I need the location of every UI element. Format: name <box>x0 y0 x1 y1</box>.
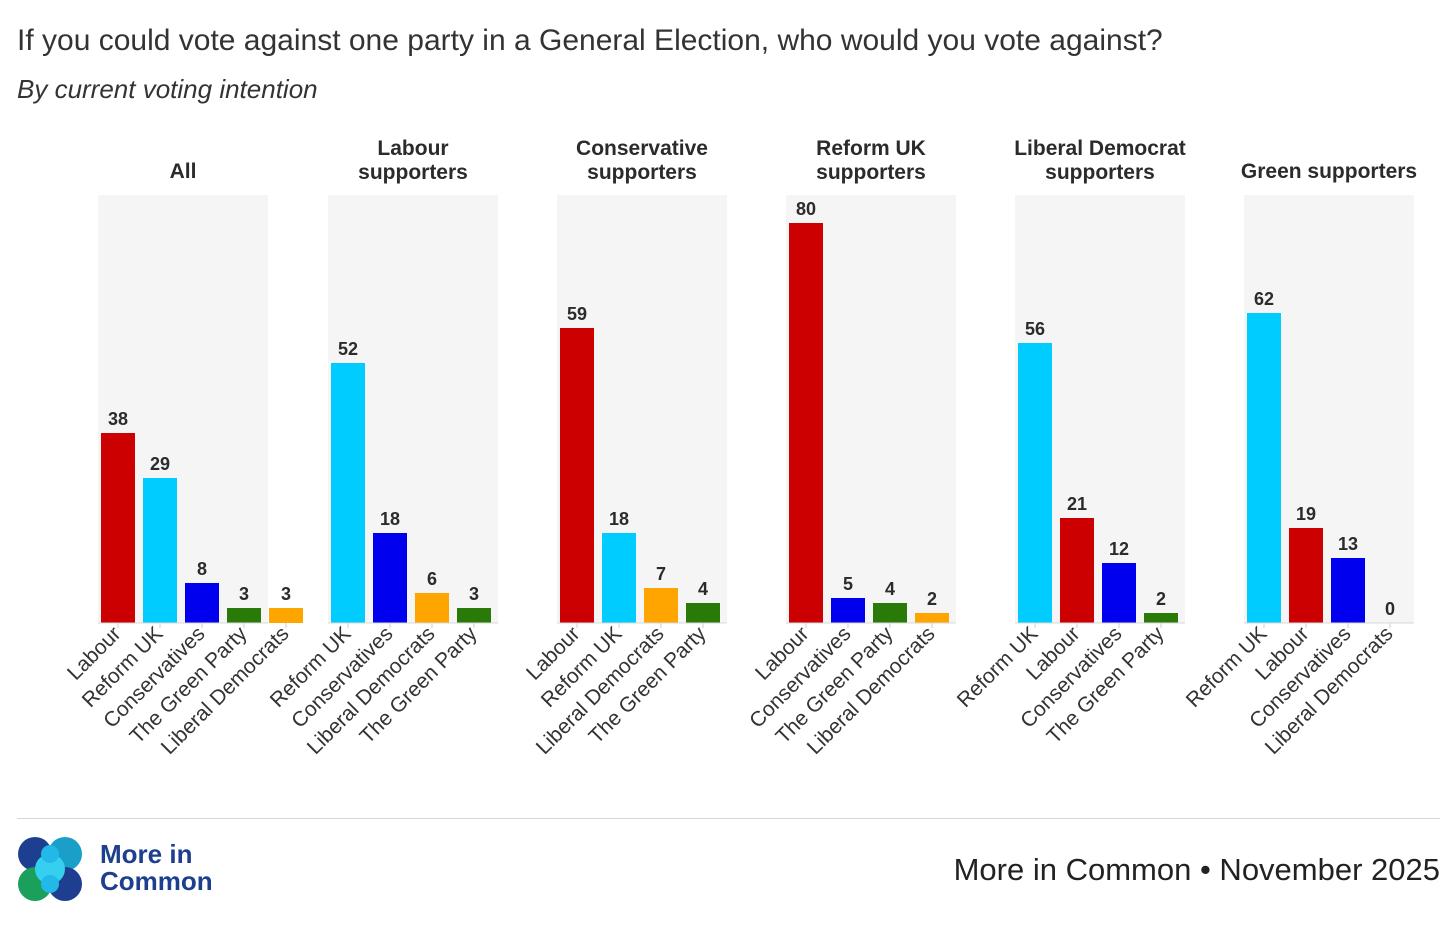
panel-title: supporters <box>587 161 697 184</box>
data-label: 12 <box>1109 539 1129 559</box>
data-label: 62 <box>1254 289 1274 309</box>
logo-text: More in Common <box>100 841 213 895</box>
data-label: 2 <box>1156 589 1166 609</box>
data-label: 56 <box>1025 319 1045 339</box>
panel-title: supporters <box>358 161 468 184</box>
bar <box>101 433 135 623</box>
footer-source: More in Common • November 2025 <box>953 852 1440 887</box>
chart-subtitle: By current voting intention <box>17 74 318 104</box>
data-label: 6 <box>427 569 437 589</box>
bar <box>644 588 678 623</box>
bar <box>269 608 303 623</box>
panel-title: Reform UK <box>816 137 926 160</box>
data-label: 52 <box>338 339 358 359</box>
bar <box>560 328 594 623</box>
bar <box>915 613 949 623</box>
bar <box>227 608 261 623</box>
panel-title: Green supporters <box>1241 160 1417 183</box>
footer-divider <box>17 818 1440 819</box>
bar <box>1018 343 1052 623</box>
data-label: 3 <box>281 584 291 604</box>
bar <box>1144 613 1178 623</box>
bar <box>1289 528 1323 623</box>
bar <box>686 603 720 623</box>
panel-4: Reform UKsupporters80Labour5Conservative… <box>745 137 956 759</box>
panel-title: Conservative <box>576 137 708 160</box>
data-label: 0 <box>1385 599 1395 619</box>
panel-title: Labour <box>377 137 448 160</box>
bar <box>1060 518 1094 623</box>
data-label: 7 <box>656 564 666 584</box>
panel-title: supporters <box>816 161 926 184</box>
chart-title: If you could vote against one party in a… <box>17 24 1163 57</box>
bar <box>457 608 491 623</box>
data-label: 4 <box>698 579 708 599</box>
bar <box>602 533 636 623</box>
bar <box>185 583 219 623</box>
data-label: 3 <box>469 584 479 604</box>
panel-title: Liberal Democrat <box>1014 137 1186 160</box>
panel-title: All <box>170 160 197 183</box>
data-label: 19 <box>1296 504 1316 524</box>
data-label: 18 <box>609 509 629 529</box>
more-in-common-logo-icon <box>18 837 82 901</box>
data-label: 5 <box>843 574 853 594</box>
data-label: 59 <box>567 304 587 324</box>
data-label: 3 <box>239 584 249 604</box>
data-label: 18 <box>380 509 400 529</box>
data-label: 38 <box>108 409 128 429</box>
panel-title: supporters <box>1045 161 1155 184</box>
bar <box>1331 558 1365 623</box>
data-label: 21 <box>1067 494 1087 514</box>
bar <box>373 533 407 623</box>
data-label: 4 <box>885 579 895 599</box>
bar <box>1102 563 1136 623</box>
logo-line-1: More in <box>100 839 193 869</box>
data-label: 80 <box>796 199 816 219</box>
bar <box>873 603 907 623</box>
data-label: 13 <box>1338 534 1358 554</box>
data-label: 29 <box>150 454 170 474</box>
data-label: 2 <box>927 589 937 609</box>
bar <box>331 363 365 623</box>
logo-line-2: Common <box>100 866 213 896</box>
bar <box>143 478 177 623</box>
data-label: 8 <box>197 559 207 579</box>
bar <box>831 598 865 623</box>
bar <box>415 593 449 623</box>
bar <box>789 223 823 623</box>
bar <box>1247 313 1281 623</box>
